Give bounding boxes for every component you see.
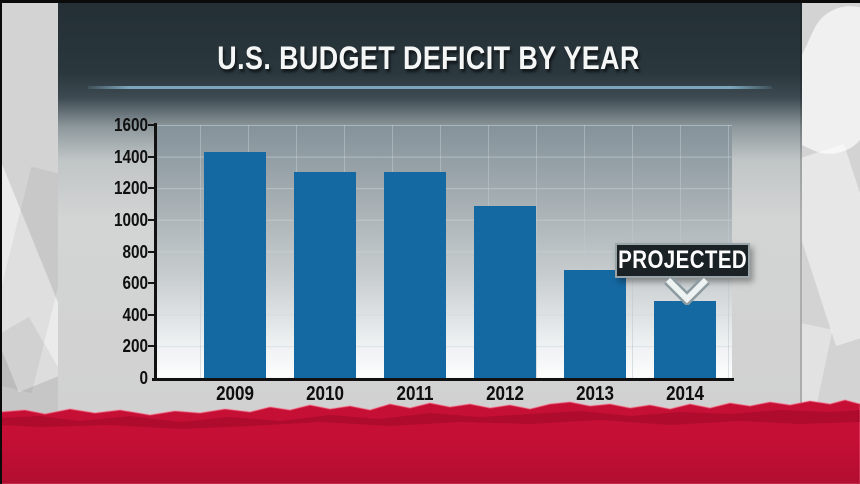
- chart-title-bar: U.S. BUDGET DEFICIT BY YEAR: [58, 40, 800, 77]
- y-axis-tick: [148, 156, 154, 158]
- screen-top-edge: [0, 0, 860, 3]
- x-axis-line: [152, 378, 734, 381]
- title-underline-rule: [88, 86, 772, 89]
- y-axis-tick: [148, 282, 154, 284]
- y-tick-label: 1000: [113, 210, 148, 230]
- torn-paper-red-banner: [0, 399, 860, 484]
- y-axis-tick: [148, 251, 154, 253]
- x-tick-label: 2014: [666, 383, 704, 405]
- projected-badge-label: PROJECTED: [618, 246, 747, 274]
- y-axis-tick: [148, 219, 154, 221]
- projected-badge: PROJECTED: [615, 243, 750, 278]
- y-tick-label: 0: [139, 368, 148, 388]
- x-tick-label: 2011: [396, 383, 434, 405]
- y-tick-label: 1200: [113, 178, 148, 198]
- y-axis-line: [154, 123, 157, 381]
- y-tick-label: 200: [122, 336, 148, 356]
- x-tick-label: 2013: [576, 383, 614, 405]
- y-tick-label: 600: [122, 273, 148, 293]
- x-tick-label: 2010: [306, 383, 344, 405]
- bar-2013: [564, 270, 626, 378]
- x-tick-label: 2009: [216, 383, 254, 405]
- y-axis-tick: [148, 345, 154, 347]
- chart-title: U.S. BUDGET DEFICIT BY YEAR: [217, 40, 641, 76]
- y-axis-tick: [148, 314, 154, 316]
- y-tick-label: 800: [122, 242, 148, 262]
- plot-area: [157, 125, 732, 378]
- bar-2009: [204, 151, 266, 378]
- bar-2011: [384, 172, 446, 378]
- bar-2012: [474, 205, 536, 378]
- bar-2014: [654, 300, 716, 378]
- chevron-down-icon: [664, 277, 710, 305]
- y-axis-tick: [148, 187, 154, 189]
- y-tick-label: 1600: [113, 115, 148, 135]
- y-tick-label: 400: [122, 305, 148, 325]
- screen-left-edge: [0, 0, 2, 484]
- x-tick-label: 2012: [486, 383, 524, 405]
- y-axis-tick: [148, 124, 154, 126]
- bar-2010: [294, 172, 356, 378]
- y-tick-label: 1400: [113, 147, 148, 167]
